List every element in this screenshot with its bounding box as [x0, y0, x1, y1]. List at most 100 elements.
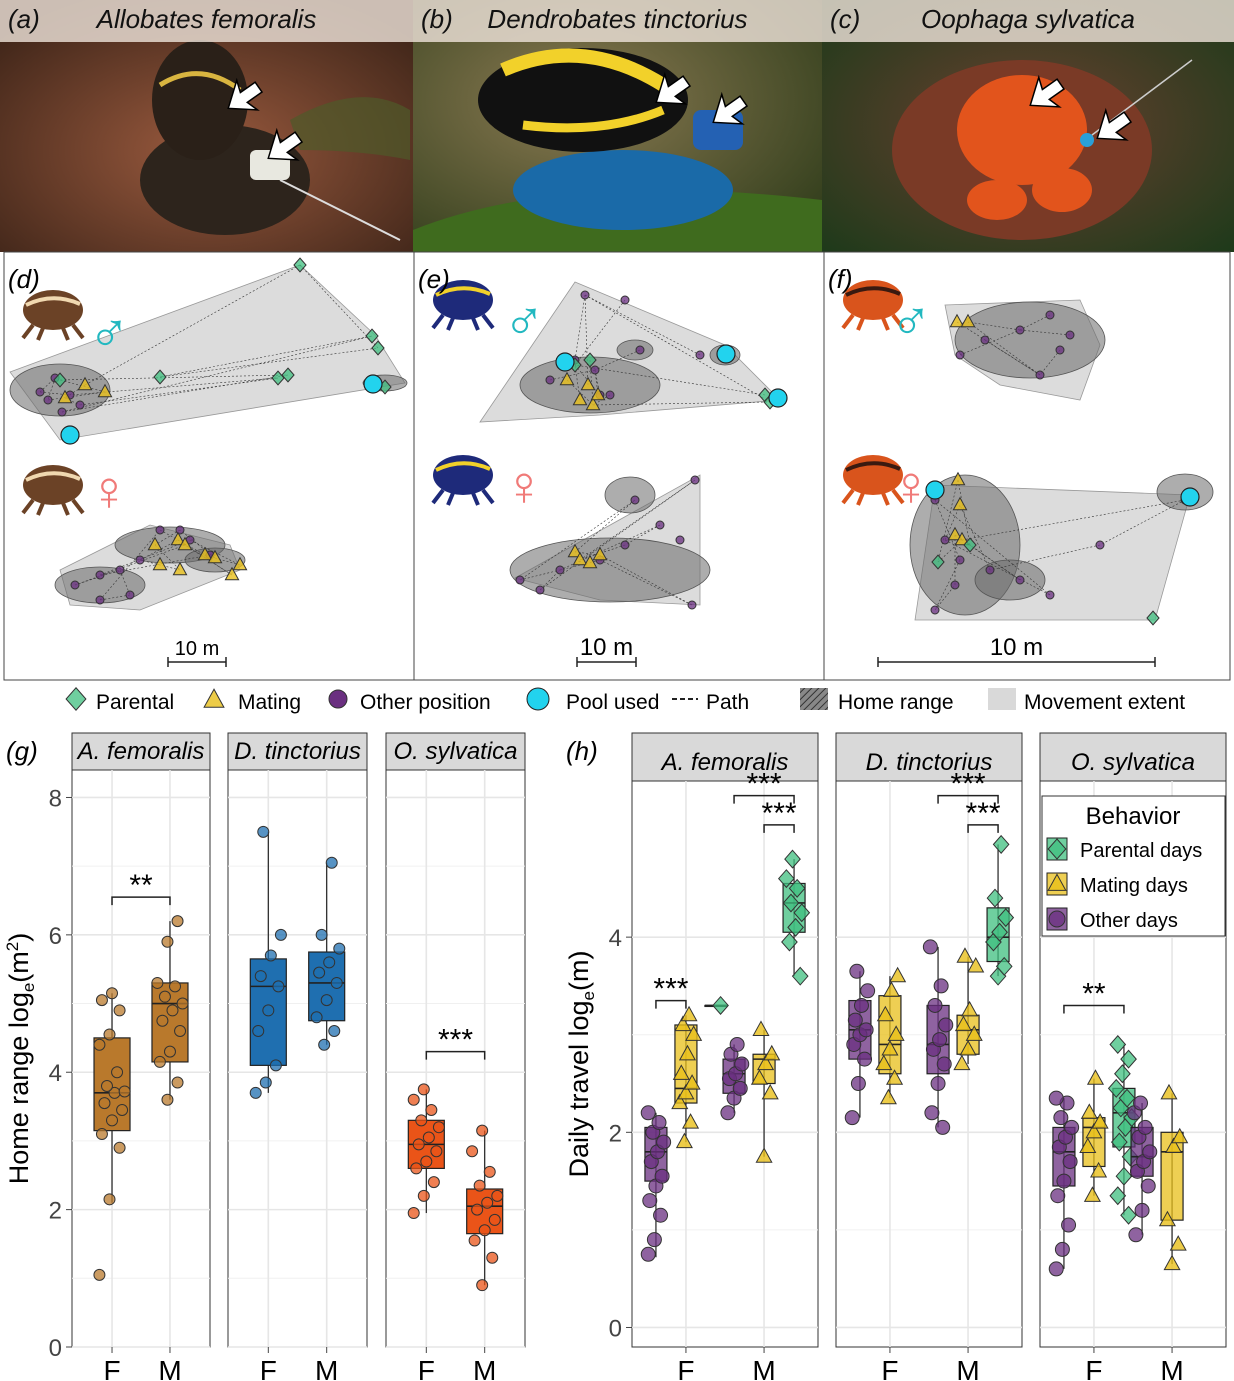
movement-path	[99, 554, 211, 576]
data-point	[1131, 1129, 1147, 1145]
box-element	[985, 834, 1015, 986]
movement-path	[99, 594, 131, 601]
data-point	[682, 1113, 700, 1129]
data-point	[1061, 1217, 1077, 1233]
movement-path	[154, 529, 181, 546]
data-point	[683, 1074, 701, 1090]
mating-point	[572, 551, 588, 566]
data-point	[924, 1105, 940, 1121]
data-point	[272, 980, 285, 993]
mating-point	[177, 536, 193, 551]
data-point	[1121, 1147, 1139, 1167]
data-point	[935, 1119, 951, 1135]
parental-point	[281, 367, 295, 383]
y-tick-label: 6	[49, 923, 62, 950]
movement-extent-male	[479, 281, 781, 423]
data-point	[857, 1051, 873, 1067]
frog-stripe	[435, 286, 491, 297]
other-position-point	[955, 555, 965, 565]
x-tick-label: M	[752, 1355, 775, 1381]
box-iqr	[752, 1053, 776, 1085]
significance-bracket	[967, 824, 999, 833]
movement-path	[179, 529, 216, 559]
other-position-point	[515, 575, 525, 585]
home-range-male	[362, 374, 408, 392]
data-point	[161, 1093, 174, 1106]
data-point	[989, 966, 1007, 986]
home-range-female	[604, 476, 656, 514]
data-point	[850, 1076, 866, 1092]
data-point	[166, 1004, 179, 1017]
legend-key-marker	[1047, 873, 1067, 891]
data-point	[953, 1054, 971, 1071]
frog-body	[433, 280, 493, 320]
data-point	[328, 1025, 341, 1038]
data-point	[954, 1015, 972, 1032]
data-point	[712, 995, 729, 1015]
data-point	[415, 1114, 428, 1127]
data-point	[174, 1025, 187, 1038]
data-point	[734, 1056, 750, 1072]
data-point	[254, 970, 267, 983]
data-point	[721, 1071, 737, 1087]
data-point	[886, 1069, 904, 1085]
data-point	[750, 1069, 768, 1085]
parental-point	[931, 554, 945, 570]
mating-point	[582, 554, 598, 569]
legend-other-icon	[328, 689, 348, 709]
data-point	[1140, 1178, 1156, 1194]
mating-point	[207, 549, 223, 564]
data-point	[491, 1189, 504, 1202]
other-position-point	[75, 400, 85, 410]
data-point	[654, 1168, 670, 1184]
other-position-point	[1045, 590, 1055, 600]
mating-point	[147, 536, 163, 551]
movement-path	[299, 264, 379, 349]
movement-path	[214, 557, 241, 566]
movement-path	[1019, 329, 1071, 336]
other-position-point	[595, 555, 605, 565]
box-element	[93, 987, 131, 1281]
x-tick-label: M	[1160, 1355, 1183, 1381]
significance-bracket	[425, 1050, 486, 1060]
species-name: Oophaga sylvatica	[921, 4, 1135, 34]
other-position-point	[35, 387, 45, 397]
movement-path	[39, 377, 56, 393]
data-point	[95, 1128, 108, 1141]
data-point	[656, 1134, 672, 1150]
male-symbol: ♂	[503, 289, 545, 352]
box-iqr	[1082, 1117, 1106, 1168]
movement-path	[959, 504, 991, 571]
box-element	[249, 825, 287, 1099]
box-element	[953, 947, 985, 1071]
legend-key-marker	[1048, 910, 1066, 928]
data-point	[985, 932, 1002, 952]
box-iqr	[249, 958, 287, 1066]
movement-path	[574, 294, 586, 361]
movement-path	[139, 539, 179, 561]
legend-label: Other position	[360, 691, 491, 714]
data-point	[95, 994, 108, 1007]
data-point	[432, 1121, 445, 1134]
frog-illustration-female	[431, 455, 495, 506]
data-point	[1114, 1064, 1131, 1084]
data-point	[680, 1005, 698, 1022]
data-point	[922, 939, 938, 955]
data-point	[782, 893, 800, 913]
data-point	[648, 1178, 664, 1194]
data-point	[262, 1004, 275, 1017]
legend-pool-icon	[526, 687, 550, 711]
movement-path	[159, 335, 373, 378]
arrow-icon	[267, 127, 304, 161]
significance-bracket	[763, 824, 795, 833]
y-tick-label: 4	[49, 1060, 62, 1087]
mating-point	[954, 531, 970, 546]
legend-label: Path	[706, 691, 749, 714]
panel-label: (d)	[8, 264, 40, 294]
data-point	[98, 1097, 111, 1110]
data-point	[860, 983, 876, 999]
box-element	[1107, 1034, 1141, 1225]
movement-path	[574, 499, 636, 553]
data-point	[925, 1041, 941, 1057]
frog-stripe	[435, 461, 491, 472]
